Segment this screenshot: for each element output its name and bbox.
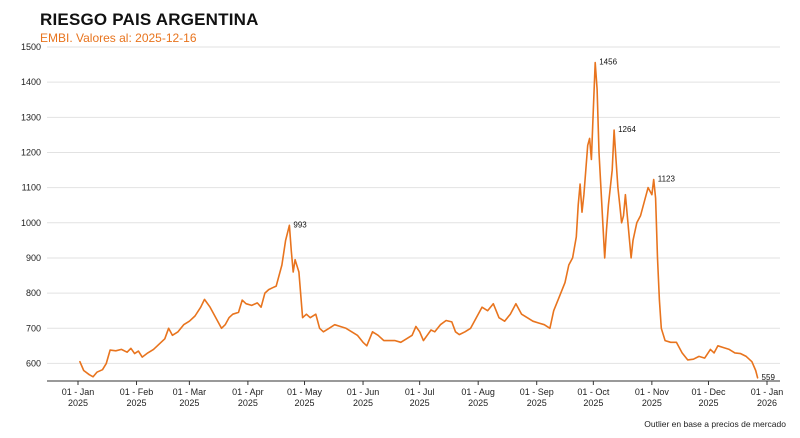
y-tick-label: 1500 (21, 42, 41, 52)
y-tick-label: 600 (26, 358, 41, 368)
y-tick-label: 900 (26, 253, 41, 263)
x-tick-label: 01 - Jan (751, 387, 784, 397)
x-tick-label: 01 - May (287, 387, 323, 397)
x-tick-label: 01 - Apr (232, 387, 264, 397)
x-tick-label: 01 - Oct (577, 387, 610, 397)
x-tick-label: 01 - Dec (691, 387, 726, 397)
data-label: 1456 (599, 57, 617, 66)
x-tick-year-label: 2025 (238, 398, 258, 408)
x-tick-year-label: 2025 (583, 398, 603, 408)
x-tick-year-label: 2026 (757, 398, 777, 408)
x-tick-label: 01 - Jan (62, 387, 95, 397)
x-tick-year-label: 2025 (410, 398, 430, 408)
x-tick-label: 01 - Jul (405, 387, 435, 397)
data-label: 1123 (658, 175, 676, 184)
x-tick-year-label: 2025 (468, 398, 488, 408)
series-line (79, 61, 759, 379)
x-tick-label: 01 - Mar (173, 387, 207, 397)
x-tick-label: 01 - Jun (347, 387, 380, 397)
chart-subtitle: EMBI. Valores al: 2025-12-16 (40, 31, 197, 45)
y-tick-label: 1100 (22, 183, 41, 193)
x-tick-year-label: 2025 (68, 398, 88, 408)
x-tick-year-label: 2025 (698, 398, 718, 408)
x-tick-year-label: 2025 (127, 398, 147, 408)
data-label: 993 (293, 220, 307, 229)
x-tick-year-label: 2025 (353, 398, 373, 408)
y-tick-label: 1200 (21, 147, 41, 157)
y-tick-label: 1300 (21, 112, 41, 122)
x-tick-year-label: 2025 (179, 398, 199, 408)
chart-footnote: Outlier en base a precios de mercado (644, 419, 786, 429)
y-tick-label: 1000 (21, 218, 41, 228)
data-label: 1264 (618, 125, 636, 134)
x-tick-label: 01 - Aug (461, 387, 495, 397)
y-tick-label: 700 (26, 323, 41, 333)
data-label: 559 (762, 373, 776, 382)
x-tick-year-label: 2025 (642, 398, 662, 408)
x-tick-label: 01 - Feb (120, 387, 154, 397)
x-tick-year-label: 2025 (295, 398, 315, 408)
chart-title: RIESGO PAIS ARGENTINA (40, 10, 259, 29)
x-tick-year-label: 2025 (527, 398, 547, 408)
y-tick-label: 800 (26, 288, 41, 298)
x-tick-label: 01 - Nov (635, 387, 670, 397)
x-tick-label: 01 - Sep (520, 387, 554, 397)
y-tick-label: 1400 (21, 77, 41, 87)
